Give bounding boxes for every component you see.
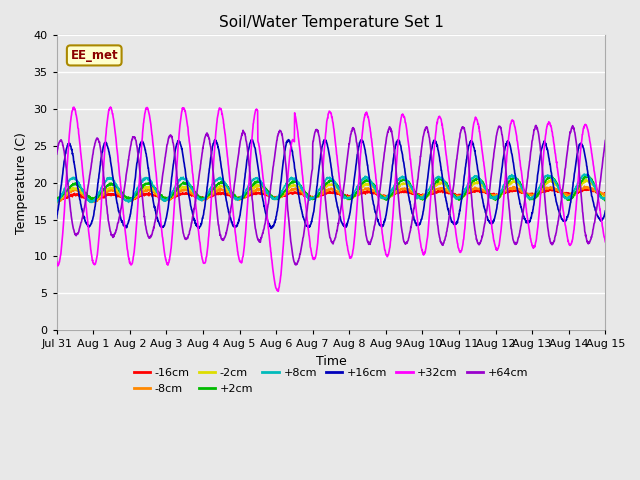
+8cm xyxy=(602,195,609,201)
-2cm xyxy=(602,195,609,201)
-2cm xyxy=(305,196,313,202)
Line: +8cm: +8cm xyxy=(57,174,605,203)
+8cm xyxy=(586,174,593,180)
+64cm xyxy=(292,262,300,267)
+16cm xyxy=(602,208,609,214)
-16cm xyxy=(81,194,89,200)
+64cm xyxy=(532,122,540,128)
-16cm xyxy=(53,198,61,204)
+2cm xyxy=(81,189,88,195)
-16cm xyxy=(583,186,591,192)
+16cm xyxy=(81,217,88,223)
Line: -2cm: -2cm xyxy=(57,180,605,200)
Line: -16cm: -16cm xyxy=(57,189,605,201)
+64cm xyxy=(53,151,61,157)
+8cm xyxy=(319,180,327,185)
-16cm xyxy=(320,191,328,196)
-2cm xyxy=(53,195,61,201)
+8cm xyxy=(81,192,88,198)
+16cm xyxy=(306,223,314,228)
+32cm xyxy=(306,236,314,242)
-8cm xyxy=(586,185,594,191)
+8cm xyxy=(305,195,313,201)
Y-axis label: Temperature (C): Temperature (C) xyxy=(15,132,28,234)
+64cm xyxy=(586,239,594,244)
-8cm xyxy=(586,185,593,191)
+2cm xyxy=(584,172,592,178)
+64cm xyxy=(485,192,493,198)
+16cm xyxy=(320,137,328,143)
+32cm xyxy=(485,203,493,208)
+16cm xyxy=(285,137,292,143)
-2cm xyxy=(320,186,328,192)
+32cm xyxy=(53,259,61,264)
+32cm xyxy=(81,189,88,194)
-8cm xyxy=(602,192,609,197)
Line: +32cm: +32cm xyxy=(57,107,605,291)
+8cm xyxy=(485,191,493,197)
Line: +16cm: +16cm xyxy=(57,140,605,228)
+2cm xyxy=(586,174,593,180)
-8cm xyxy=(580,183,588,189)
-16cm xyxy=(586,187,593,192)
+32cm xyxy=(586,139,594,144)
-16cm xyxy=(305,193,313,199)
-8cm xyxy=(320,189,328,194)
Legend: -16cm, -8cm, -2cm, +2cm, +8cm, +16cm, +32cm, +64cm: -16cm, -8cm, -2cm, +2cm, +8cm, +16cm, +3… xyxy=(129,364,532,398)
-2cm xyxy=(582,177,589,182)
+32cm xyxy=(274,288,282,294)
+32cm xyxy=(586,138,593,144)
+2cm xyxy=(586,175,593,180)
+8cm xyxy=(586,175,593,180)
-16cm xyxy=(602,192,609,197)
-8cm xyxy=(92,200,99,205)
Line: +2cm: +2cm xyxy=(57,175,605,201)
-8cm xyxy=(81,192,88,198)
+32cm xyxy=(107,104,115,110)
+64cm xyxy=(602,138,609,144)
+32cm xyxy=(320,151,328,156)
Title: Soil/Water Temperature Set 1: Soil/Water Temperature Set 1 xyxy=(219,15,444,30)
-16cm xyxy=(485,191,493,196)
-16cm xyxy=(53,198,61,204)
+16cm xyxy=(586,183,594,189)
Text: EE_met: EE_met xyxy=(70,49,118,62)
+64cm xyxy=(305,190,313,195)
-2cm xyxy=(89,197,97,203)
Line: +64cm: +64cm xyxy=(57,125,605,264)
Line: -8cm: -8cm xyxy=(57,186,605,203)
+16cm xyxy=(485,218,493,224)
+64cm xyxy=(320,176,328,182)
+2cm xyxy=(601,198,609,204)
+32cm xyxy=(602,239,609,245)
+16cm xyxy=(195,226,202,231)
+64cm xyxy=(81,203,88,209)
-8cm xyxy=(53,199,61,205)
-2cm xyxy=(81,192,88,198)
+2cm xyxy=(319,185,327,191)
-8cm xyxy=(305,194,313,200)
+2cm xyxy=(53,196,61,202)
+2cm xyxy=(485,191,493,196)
+64cm xyxy=(586,239,593,244)
X-axis label: Time: Time xyxy=(316,355,346,368)
+8cm xyxy=(53,200,61,205)
+16cm xyxy=(586,180,593,186)
+2cm xyxy=(305,193,313,199)
+8cm xyxy=(580,171,588,177)
-2cm xyxy=(485,191,493,196)
-16cm xyxy=(586,187,594,192)
-2cm xyxy=(586,180,593,185)
+16cm xyxy=(53,215,61,221)
+2cm xyxy=(602,196,609,202)
-8cm xyxy=(485,192,493,197)
-2cm xyxy=(586,180,594,185)
